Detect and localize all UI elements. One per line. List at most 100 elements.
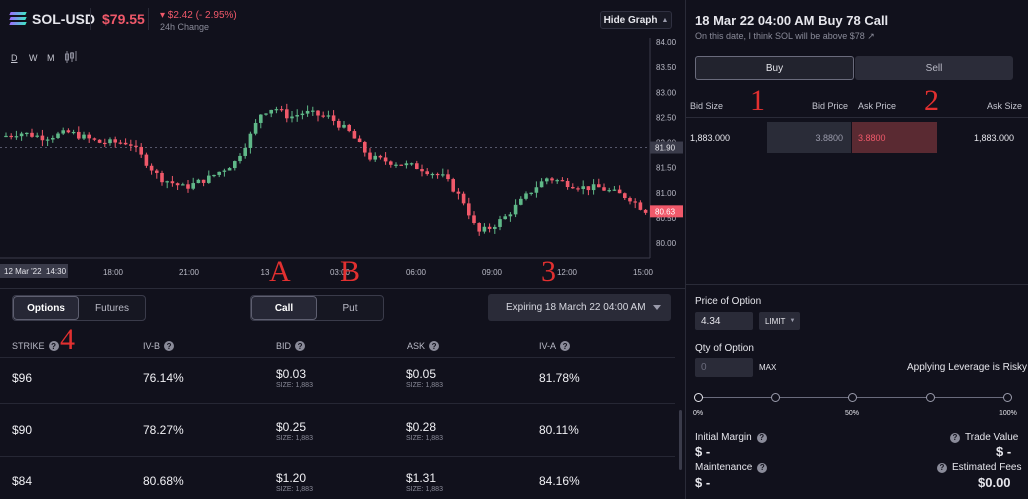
- row-divider: [0, 403, 675, 404]
- time-tick-label: 18:00: [103, 268, 124, 277]
- orderbook-bid-price[interactable]: 3.8800: [767, 122, 851, 153]
- start-date-label: 12 Mar '22: [4, 267, 42, 276]
- slider-label-50: 50%: [845, 410, 860, 417]
- candle-body: [441, 174, 445, 176]
- slider-handle[interactable]: [694, 393, 703, 402]
- header-divider: [148, 8, 149, 30]
- ask-cell[interactable]: $0.05: [406, 367, 437, 381]
- expiry-label: Expiring 18 March 22 04:00 AM: [506, 302, 646, 313]
- candle-body: [259, 114, 263, 123]
- help-icon[interactable]: ?: [429, 341, 440, 351]
- orderbook-header-bid-price: Bid Price: [812, 101, 849, 111]
- candlestick-type-icon[interactable]: [64, 50, 78, 67]
- candle-body: [534, 187, 539, 193]
- qty-input[interactable]: 0: [695, 358, 753, 377]
- candle-body: [300, 113, 305, 116]
- orderbook-divider: [686, 117, 1028, 118]
- buy-button[interactable]: Buy: [695, 56, 854, 80]
- candle-body: [56, 133, 60, 138]
- slider-step[interactable]: [848, 393, 857, 402]
- market-type-toggle: Options Futures: [12, 295, 146, 321]
- help-icon[interactable]: ?: [164, 341, 175, 351]
- help-icon[interactable]: ?: [756, 432, 767, 443]
- orderbook-header-ask-size: Ask Size: [987, 101, 1023, 111]
- expiry-select[interactable]: Expiring 18 March 22 04:00 AM: [488, 294, 671, 321]
- candle-body: [586, 186, 591, 191]
- candle-body: [628, 198, 632, 202]
- hide-graph-button[interactable]: Hide Graph ▲: [600, 11, 672, 29]
- candle-body: [186, 184, 190, 189]
- start-time-label: 14:30: [46, 267, 67, 276]
- last-price-badge: [650, 205, 683, 218]
- price-input[interactable]: 4.34: [695, 312, 753, 330]
- price-chart[interactable]: 84.0083.5083.0082.5082.0081.5081.0080.50…: [0, 38, 685, 288]
- help-icon[interactable]: ?: [295, 341, 306, 351]
- chart-divider: [0, 288, 686, 289]
- bid-cell[interactable]: $0.03: [276, 367, 307, 381]
- help-icon[interactable]: ?: [48, 341, 59, 351]
- candle-body: [264, 113, 268, 115]
- candle-body: [103, 142, 107, 145]
- timeframe-week[interactable]: W: [29, 53, 38, 63]
- estimated-fees-value: $0.00: [978, 475, 1011, 490]
- column-label: STRIKE: [12, 341, 45, 351]
- max-button[interactable]: MAX: [759, 363, 777, 372]
- orderbook-ask-price[interactable]: 3.8800: [852, 122, 937, 153]
- slider-step[interactable]: [1003, 393, 1012, 402]
- table-scrollbar[interactable]: [679, 410, 682, 470]
- candle-body: [269, 109, 273, 114]
- help-icon[interactable]: ?: [560, 341, 571, 351]
- time-tick-label: 21:00: [179, 268, 200, 277]
- column-header-ask: ASK?: [407, 341, 440, 351]
- order-type-select[interactable]: LIMIT ▼: [759, 312, 800, 330]
- candle-body: [607, 190, 611, 192]
- candle-body: [363, 142, 367, 153]
- column-header-strike: STRIKE?: [12, 341, 59, 351]
- bid-size: SIZE: 1,883: [276, 382, 313, 389]
- help-icon[interactable]: ?: [950, 432, 960, 443]
- strike-cell: $84: [12, 474, 33, 488]
- order-subtitle: On this date, I think SOL will be above …: [695, 31, 875, 42]
- ivb-cell: 80.68%: [143, 474, 184, 488]
- help-icon[interactable]: ?: [937, 462, 947, 473]
- slider-step[interactable]: [926, 393, 935, 402]
- candle-body: [389, 161, 393, 165]
- order-subtitle-text: On this date, I think SOL will be above …: [695, 31, 865, 41]
- candle-body: [347, 124, 351, 132]
- candle-body: [40, 135, 45, 141]
- tab-call[interactable]: Call: [251, 296, 318, 320]
- current-price: $79.55: [102, 11, 145, 27]
- candle-body: [30, 132, 34, 137]
- candle-body: [108, 139, 112, 144]
- candle-body: [539, 181, 544, 188]
- crosshair-price-label: 81.90: [655, 144, 676, 153]
- candle-body: [274, 109, 279, 111]
- ask-cell[interactable]: $0.28: [406, 420, 437, 434]
- sell-button[interactable]: Sell: [855, 56, 1013, 80]
- timeframe-day[interactable]: D: [11, 53, 18, 63]
- sol-logo-icon: [9, 12, 27, 26]
- ask-cell[interactable]: $1.31: [406, 471, 437, 485]
- bid-cell[interactable]: $1.20: [276, 471, 307, 485]
- candle-body: [352, 131, 357, 139]
- timeframe-month[interactable]: M: [47, 53, 55, 63]
- candle-body: [4, 135, 8, 138]
- candle-body: [581, 186, 585, 190]
- bid-cell[interactable]: $0.25: [276, 420, 307, 434]
- candle-body: [409, 163, 414, 165]
- candle-body: [212, 174, 216, 177]
- candle-body: [191, 183, 195, 189]
- price-tick-label: 81.00: [656, 189, 677, 198]
- form-divider: [686, 284, 1028, 285]
- tab-options[interactable]: Options: [13, 296, 80, 320]
- tab-put[interactable]: Put: [342, 302, 358, 314]
- candle-body: [545, 178, 549, 182]
- order-title: 18 Mar 22 04:00 AM Buy 78 Call: [695, 13, 889, 28]
- chevron-up-icon: ▲: [661, 16, 669, 24]
- edit-icon[interactable]: ↗: [867, 31, 875, 41]
- help-icon[interactable]: ?: [757, 462, 768, 473]
- slider-step[interactable]: [771, 393, 780, 402]
- candle-body: [560, 180, 565, 182]
- tab-futures[interactable]: Futures: [95, 302, 129, 314]
- candle-body: [373, 155, 377, 160]
